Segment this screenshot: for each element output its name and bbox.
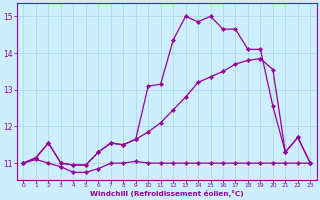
X-axis label: Windchill (Refroidissement éolien,°C): Windchill (Refroidissement éolien,°C): [90, 190, 244, 197]
